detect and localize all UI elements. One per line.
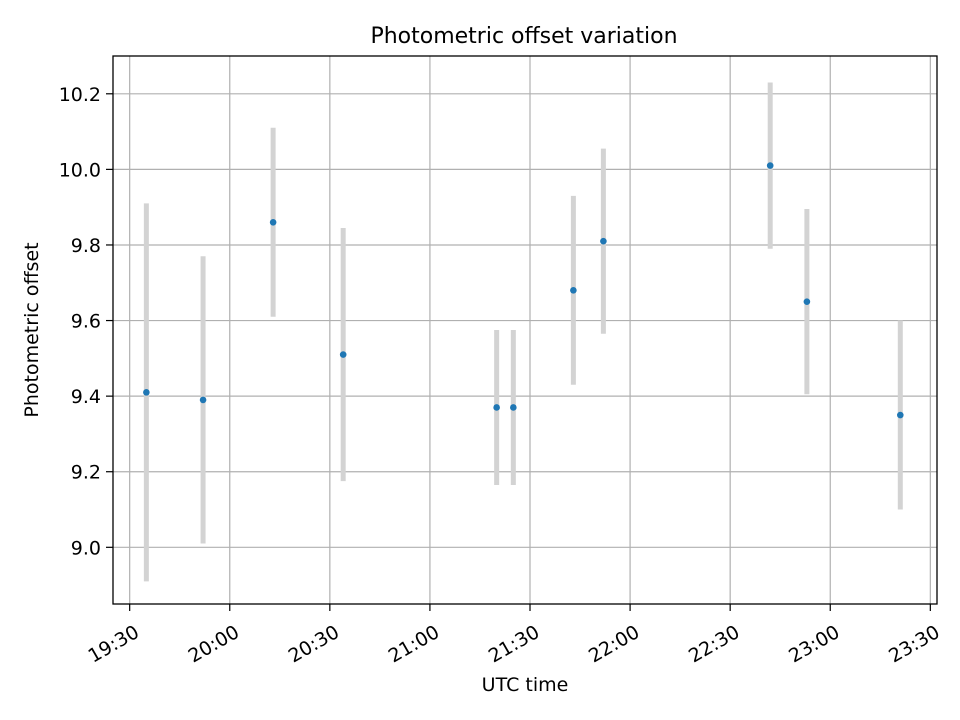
data-point [493,404,500,411]
y-tick-label: 9.8 [71,235,101,257]
y-tick-label: 9.6 [71,311,101,333]
chart-title: Photometric offset variation [370,24,677,49]
x-tick-label: 22:00 [585,621,643,667]
x-tick-label: 20:30 [285,621,343,667]
y-tick-label: 9.4 [71,386,101,408]
data-point [600,237,607,245]
data-point [766,162,774,169]
y-axis-label: Photometric offset [21,242,43,417]
data-point [510,404,517,411]
x-tick-label: 23:30 [885,621,943,667]
x-tick-label: 21:30 [485,621,543,667]
y-tick-label: 10.2 [59,84,101,106]
y-axis-ticks: 9.0 9.2 9.4 9.6 9.8 10.0 10.2 [59,84,113,559]
x-tick-label: 20:00 [185,621,243,667]
grid-lines [113,56,937,604]
x-tick-label: 22:30 [685,621,743,667]
x-tick-label: 21:00 [385,621,443,667]
y-tick-label: 9.0 [71,537,101,559]
data-point [269,218,277,226]
y-tick-label: 9.2 [71,462,101,484]
data-point [803,298,811,305]
data-point [897,411,904,419]
x-tick-label: 19:30 [85,621,143,667]
data-point [339,351,347,358]
x-tick-label: 23:00 [785,621,843,667]
x-axis-label: UTC time [482,674,569,696]
plot-frame [112,55,938,605]
data-points [143,162,904,419]
data-point [199,396,207,404]
data-point [143,389,150,396]
data-point [570,287,577,294]
x-axis-ticks: 19:30 20:00 20:30 21:00 21:30 22:00 22:30 23:00… [85,604,944,667]
error-bars [143,82,903,582]
y-tick-label: 10.0 [59,159,101,181]
